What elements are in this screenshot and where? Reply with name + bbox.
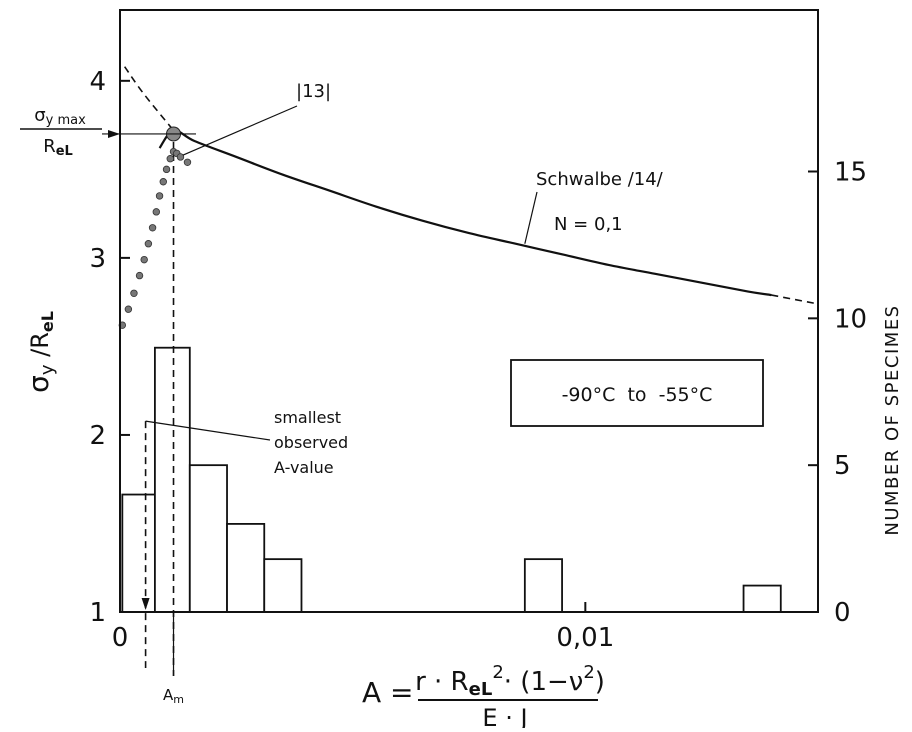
right-axis-title: NUMBER OF SPECIMES — [882, 304, 903, 535]
schwalbe-label: Schwalbe /14/ — [536, 169, 664, 190]
series-13-point-3 — [130, 289, 138, 297]
right-tick-label-0: 0 — [834, 598, 851, 628]
histogram-bar-3 — [188, 464, 228, 613]
series-13-point-12 — [166, 155, 174, 163]
series-13-point-10 — [159, 178, 167, 186]
series-13-point-5 — [140, 255, 148, 264]
right-tick-label-15: 15 — [834, 158, 867, 188]
histogram-bar-6 — [523, 558, 563, 613]
plot-frame — [119, 9, 819, 613]
series-13-point-2 — [124, 305, 133, 313]
smallest-a-line-3: A-value — [274, 458, 334, 477]
left-tick-label-1: 1 — [89, 598, 106, 628]
smallest-a-arrow-icon — [141, 598, 150, 610]
left-tick-label-4: 4 — [89, 67, 106, 97]
sigma-max-label: σy max ReL — [20, 105, 196, 159]
formula-numerator: r · ReL2· (1−ν2) — [415, 662, 605, 700]
left-tick-label-2: 2 — [89, 421, 106, 451]
sigma-max-numerator: σy max — [34, 105, 86, 128]
x-tick-label-0: 0 — [112, 623, 129, 653]
left-axis-title: σy /ReL — [22, 311, 58, 393]
am-label: Am — [163, 686, 184, 706]
right-tick-label-10: 10 — [834, 304, 867, 334]
formula-lhs: A = — [362, 676, 414, 709]
smallest-a-leader — [145, 420, 271, 441]
curves — [123, 66, 819, 676]
histogram-bar-1 — [121, 493, 156, 613]
dot-series — [118, 126, 192, 329]
series-13-point-16 — [183, 158, 192, 166]
series-13-point-9 — [155, 192, 164, 200]
x-axis-formula: A = r · ReL2· (1−ν2) E · J — [362, 662, 605, 732]
smallest-a-line-1: smallest — [274, 408, 341, 427]
ticks: 1 2 3 4 0 5 10 15 0 0,01 — [89, 67, 867, 653]
series-13-point-4 — [135, 271, 144, 280]
histogram-bar-4 — [226, 523, 266, 613]
series-13-point-8 — [152, 208, 160, 216]
smallest-a-line-2: observed — [274, 433, 348, 452]
temperature-box — [510, 359, 764, 427]
series-13-point-7 — [148, 224, 157, 232]
plot-border — [119, 9, 819, 613]
schwalbe-curve — [158, 129, 772, 297]
schwalbe-n-label: N = 0,1 — [554, 214, 623, 235]
histogram-bar-5 — [263, 558, 303, 613]
temperature-label: -90°C to -55°C — [562, 384, 713, 406]
schwalbe-upper-dashed-extension — [123, 66, 175, 131]
left-tick-label-3: 3 — [89, 244, 106, 274]
sigma-max-arrow-icon — [108, 129, 120, 138]
schwalbe-right-dashed-extension — [771, 294, 819, 305]
formula-denominator: E · J — [482, 704, 527, 728]
schwalbe-leader — [524, 191, 538, 244]
x-tick-label-1: 0,01 — [556, 623, 614, 653]
series-13-label: |13| — [296, 81, 331, 102]
series-13-point-11 — [162, 165, 171, 174]
sigma-max-denominator: ReL — [43, 136, 73, 159]
right-tick-label-5: 5 — [834, 451, 851, 481]
series-13-point-15 — [176, 153, 185, 161]
histogram-bar-7 — [742, 584, 782, 613]
series-13-leader — [182, 105, 298, 156]
histogram-bars — [121, 346, 782, 613]
series-13-point-6 — [144, 240, 153, 248]
histogram-bar-2 — [153, 346, 191, 613]
